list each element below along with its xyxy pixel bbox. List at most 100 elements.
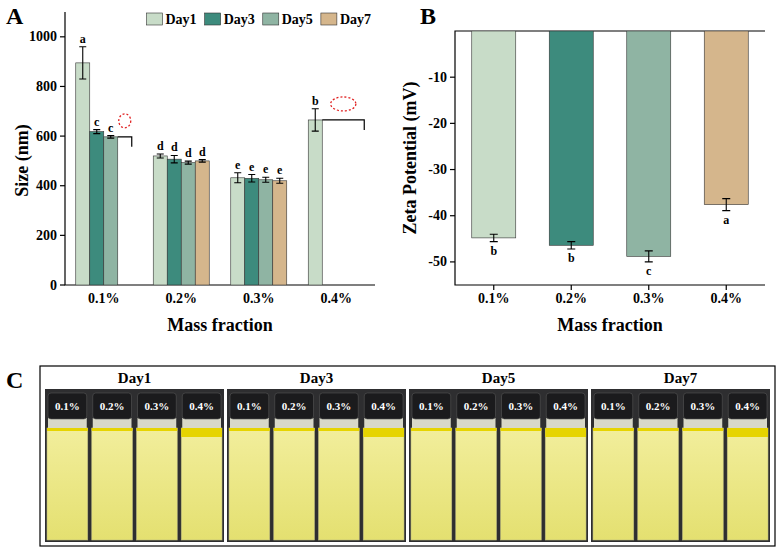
vial-cap [93,393,132,419]
vial-liquid [47,428,88,540]
bar [195,161,209,285]
vial-cap [138,393,177,419]
photo-title: Day3 [300,370,333,386]
significance-letter: e [263,162,269,176]
panel-c: Day10.1%0.2%0.3%0.4%Day30.1%0.2%0.3%0.4%… [40,366,775,546]
vial-top-layer [181,428,222,437]
vial-neck [275,418,314,428]
y-tick [450,123,455,124]
x-tick [726,285,727,290]
y-tick [450,215,455,216]
photo-background [409,389,588,542]
vial-liquid [501,428,542,540]
error-bar [645,251,653,262]
photo-background [227,389,406,542]
bar-labels: accddddeeeeb [80,32,356,178]
vial-neck [546,418,585,428]
figure: A02004006008001000Size (nm)0.1%0.2%0.3%0… [0,0,779,551]
bars [76,47,365,285]
vial-liquid [727,428,768,540]
vial-label: 0.3% [691,400,716,412]
vial-label: 0.3% [145,400,170,412]
vial-liquid [363,428,404,540]
vial-label: 0.2% [646,400,671,412]
error-bar [199,160,206,162]
error-bar [185,161,192,164]
bar [308,120,322,285]
vial-top-layer [137,428,178,431]
vial-neck [182,418,221,428]
vial-neck [364,418,403,428]
legend-swatch [263,13,279,25]
significance-letter: d [185,146,192,160]
axis-line [65,12,375,285]
vial-liquid [137,428,178,540]
vial-top-layer [92,428,133,431]
significance-letter: e [277,163,283,177]
vial-liquid [274,428,315,540]
panel-b: -50-40-30-20-10Zeta Potential (mV)0.1%0.… [400,31,765,335]
photo-title: Day1 [118,370,151,386]
x-tick-label: 0.2% [166,291,198,306]
significance-letter: a [80,32,86,46]
vial-top-layer [411,428,452,431]
x-tick-label: 0.1% [88,291,120,306]
vial-liquid [92,428,133,540]
vial-liquid [638,428,679,540]
y-tick [60,235,65,236]
y-tick-label: 800 [36,79,57,94]
legend-label: Day7 [340,12,371,27]
vial-liquid [456,428,497,540]
panel-letter: C [6,367,23,393]
vial-cap [502,393,541,419]
vial-cap [594,393,633,419]
legend-label: Day1 [166,12,197,27]
vial-label: 0.4% [553,400,578,412]
x-tick-label: 0.4% [711,291,743,306]
y-tick-label: -20 [428,116,447,131]
bar [704,31,748,205]
bar [76,63,90,285]
vial-top-layer [47,428,88,431]
bar [549,31,593,245]
vial-neck [457,418,496,428]
legend-item: Day5 [263,12,313,27]
bar [167,159,181,285]
bars [472,31,749,262]
significance-letter: e [249,160,255,174]
error-bar [567,242,575,249]
vial-label: 0.1% [237,400,262,412]
vial-liquid [545,428,586,540]
vial-top-layer [319,428,360,431]
y-tick-label: -40 [428,208,447,223]
significance-letter: b [490,244,497,258]
vial-cap [364,393,403,419]
vial-label: 0.1% [601,400,626,412]
vial-cap [320,393,359,419]
axis-line [455,31,765,285]
photo-frame [40,366,775,546]
vial-top-layer [593,428,634,431]
legend-item: Day3 [205,12,255,27]
y-axis-title: Zeta Potential (mV) [400,82,421,235]
bar [231,178,245,285]
significance-letter: c [108,121,114,135]
vial-label: 0.4% [735,400,760,412]
vial-cap [412,393,451,419]
legend: Day1 Day3 Day5 Day7 [147,12,372,27]
legend-label: Day3 [224,12,255,27]
y-tick-label: 600 [36,129,57,144]
vial-top-layer [545,428,586,437]
y-tick-label: -30 [428,162,447,177]
vial-label: 0.4% [371,400,396,412]
x-tick-label: 0.4% [321,291,353,306]
vial-top-layer [363,428,404,437]
vial-cap [546,393,585,419]
photo-title: Day5 [482,370,515,386]
significance-letter: c [646,264,652,278]
y-tick [450,261,455,262]
vial-label: 0.1% [55,400,80,412]
vial-neck [594,418,633,428]
x-tick [493,285,494,290]
vial-top-layer [638,428,679,431]
